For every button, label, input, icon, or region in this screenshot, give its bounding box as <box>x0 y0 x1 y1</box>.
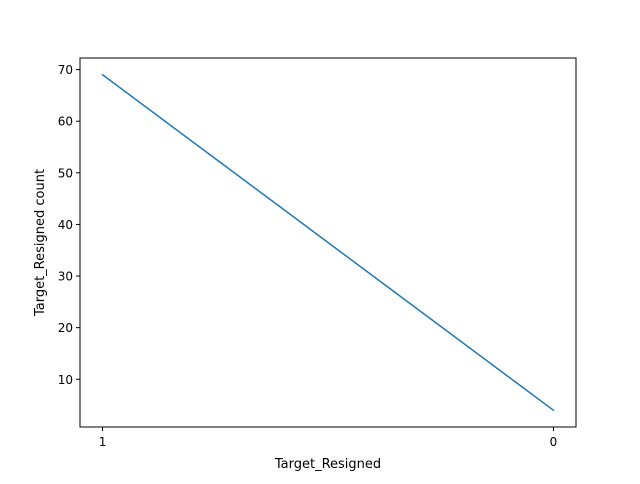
y-tick-label: 60 <box>58 115 73 129</box>
x-tick-label: 1 <box>99 435 107 449</box>
series-line-0 <box>101 73 555 412</box>
y-tick-label: 40 <box>58 218 73 232</box>
y-tick-label: 70 <box>58 63 73 77</box>
y-tick-label: 10 <box>58 373 73 387</box>
y-axis-label: Target_Resigned count <box>33 169 48 317</box>
y-tick-label: 50 <box>58 166 73 180</box>
plot-frame <box>79 57 577 428</box>
x-axis-label: Target_Resigned <box>274 457 381 472</box>
y-tick-label: 20 <box>58 321 73 335</box>
y-tick-label: 30 <box>58 270 73 284</box>
x-tick-label: 0 <box>550 435 558 449</box>
